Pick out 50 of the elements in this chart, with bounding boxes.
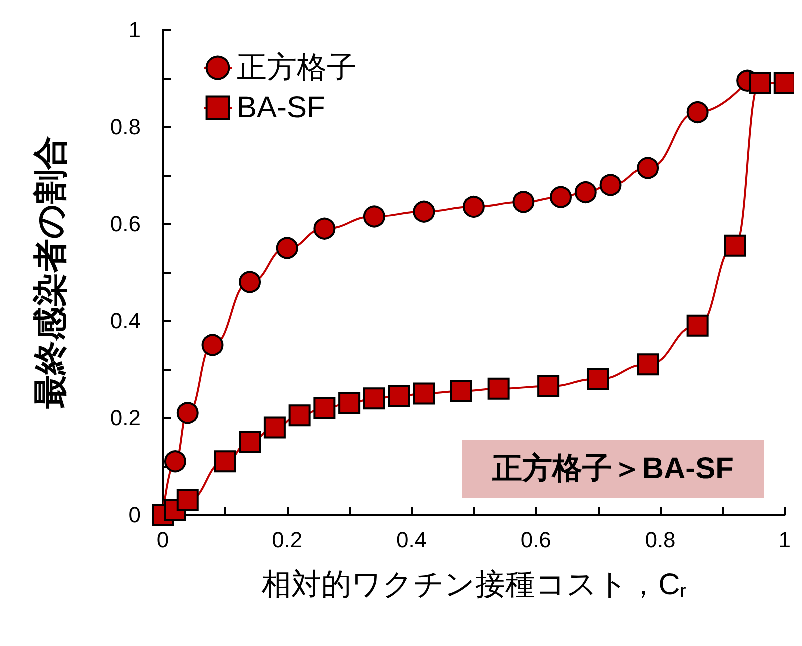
y-tick-label: 1: [128, 18, 141, 42]
y-axis-title: 最終感染者の割合: [32, 136, 70, 409]
x-tick-label: 0.6: [520, 528, 552, 552]
point: [314, 397, 336, 420]
y-tick-label: 0: [128, 502, 141, 528]
annotation: 正方格子＞BA-SF: [491, 452, 734, 486]
x-tick-label: 0.2: [272, 528, 303, 552]
point: [574, 181, 597, 204]
point: [413, 200, 436, 223]
point: [202, 334, 224, 356]
point: [749, 72, 772, 94]
point: [413, 382, 436, 405]
legend-label: BA-SF: [237, 92, 326, 124]
y-tick-label: 0.4: [110, 308, 141, 334]
x-tick-label: 0.8: [645, 528, 676, 552]
x-tick-label: 0: [156, 528, 170, 552]
x-tick-label: 1: [778, 528, 792, 552]
point: [637, 157, 660, 180]
point: [724, 234, 746, 257]
point: [338, 392, 361, 414]
point: [164, 450, 186, 473]
point: [363, 388, 386, 410]
point: [637, 354, 660, 376]
point: [239, 431, 262, 454]
point: [176, 489, 199, 512]
legend-label: 正方格子: [237, 52, 357, 84]
point: [512, 191, 535, 214]
point: [600, 174, 622, 196]
point: [587, 368, 610, 390]
point: [264, 416, 286, 439]
point: [550, 186, 572, 208]
y-tick-label: 0.2: [110, 406, 141, 430]
y-tick-label: 0.6: [110, 212, 141, 236]
point: [488, 378, 510, 400]
point: [686, 314, 709, 337]
point: [314, 218, 336, 240]
point: [388, 385, 410, 408]
point: [363, 206, 386, 228]
point: [176, 402, 199, 424]
y-tick-label: 0.8: [110, 114, 141, 140]
point: [686, 101, 709, 124]
point: [462, 196, 485, 218]
point: [450, 380, 473, 402]
point: [214, 450, 236, 473]
point: [288, 404, 311, 427]
point: [276, 237, 298, 260]
point: [239, 271, 262, 294]
x-axis-title: 相対的ワクチン接種コスト，Cr: [262, 568, 686, 602]
point: [538, 375, 560, 398]
x-tick-label: 0.4: [396, 528, 428, 552]
